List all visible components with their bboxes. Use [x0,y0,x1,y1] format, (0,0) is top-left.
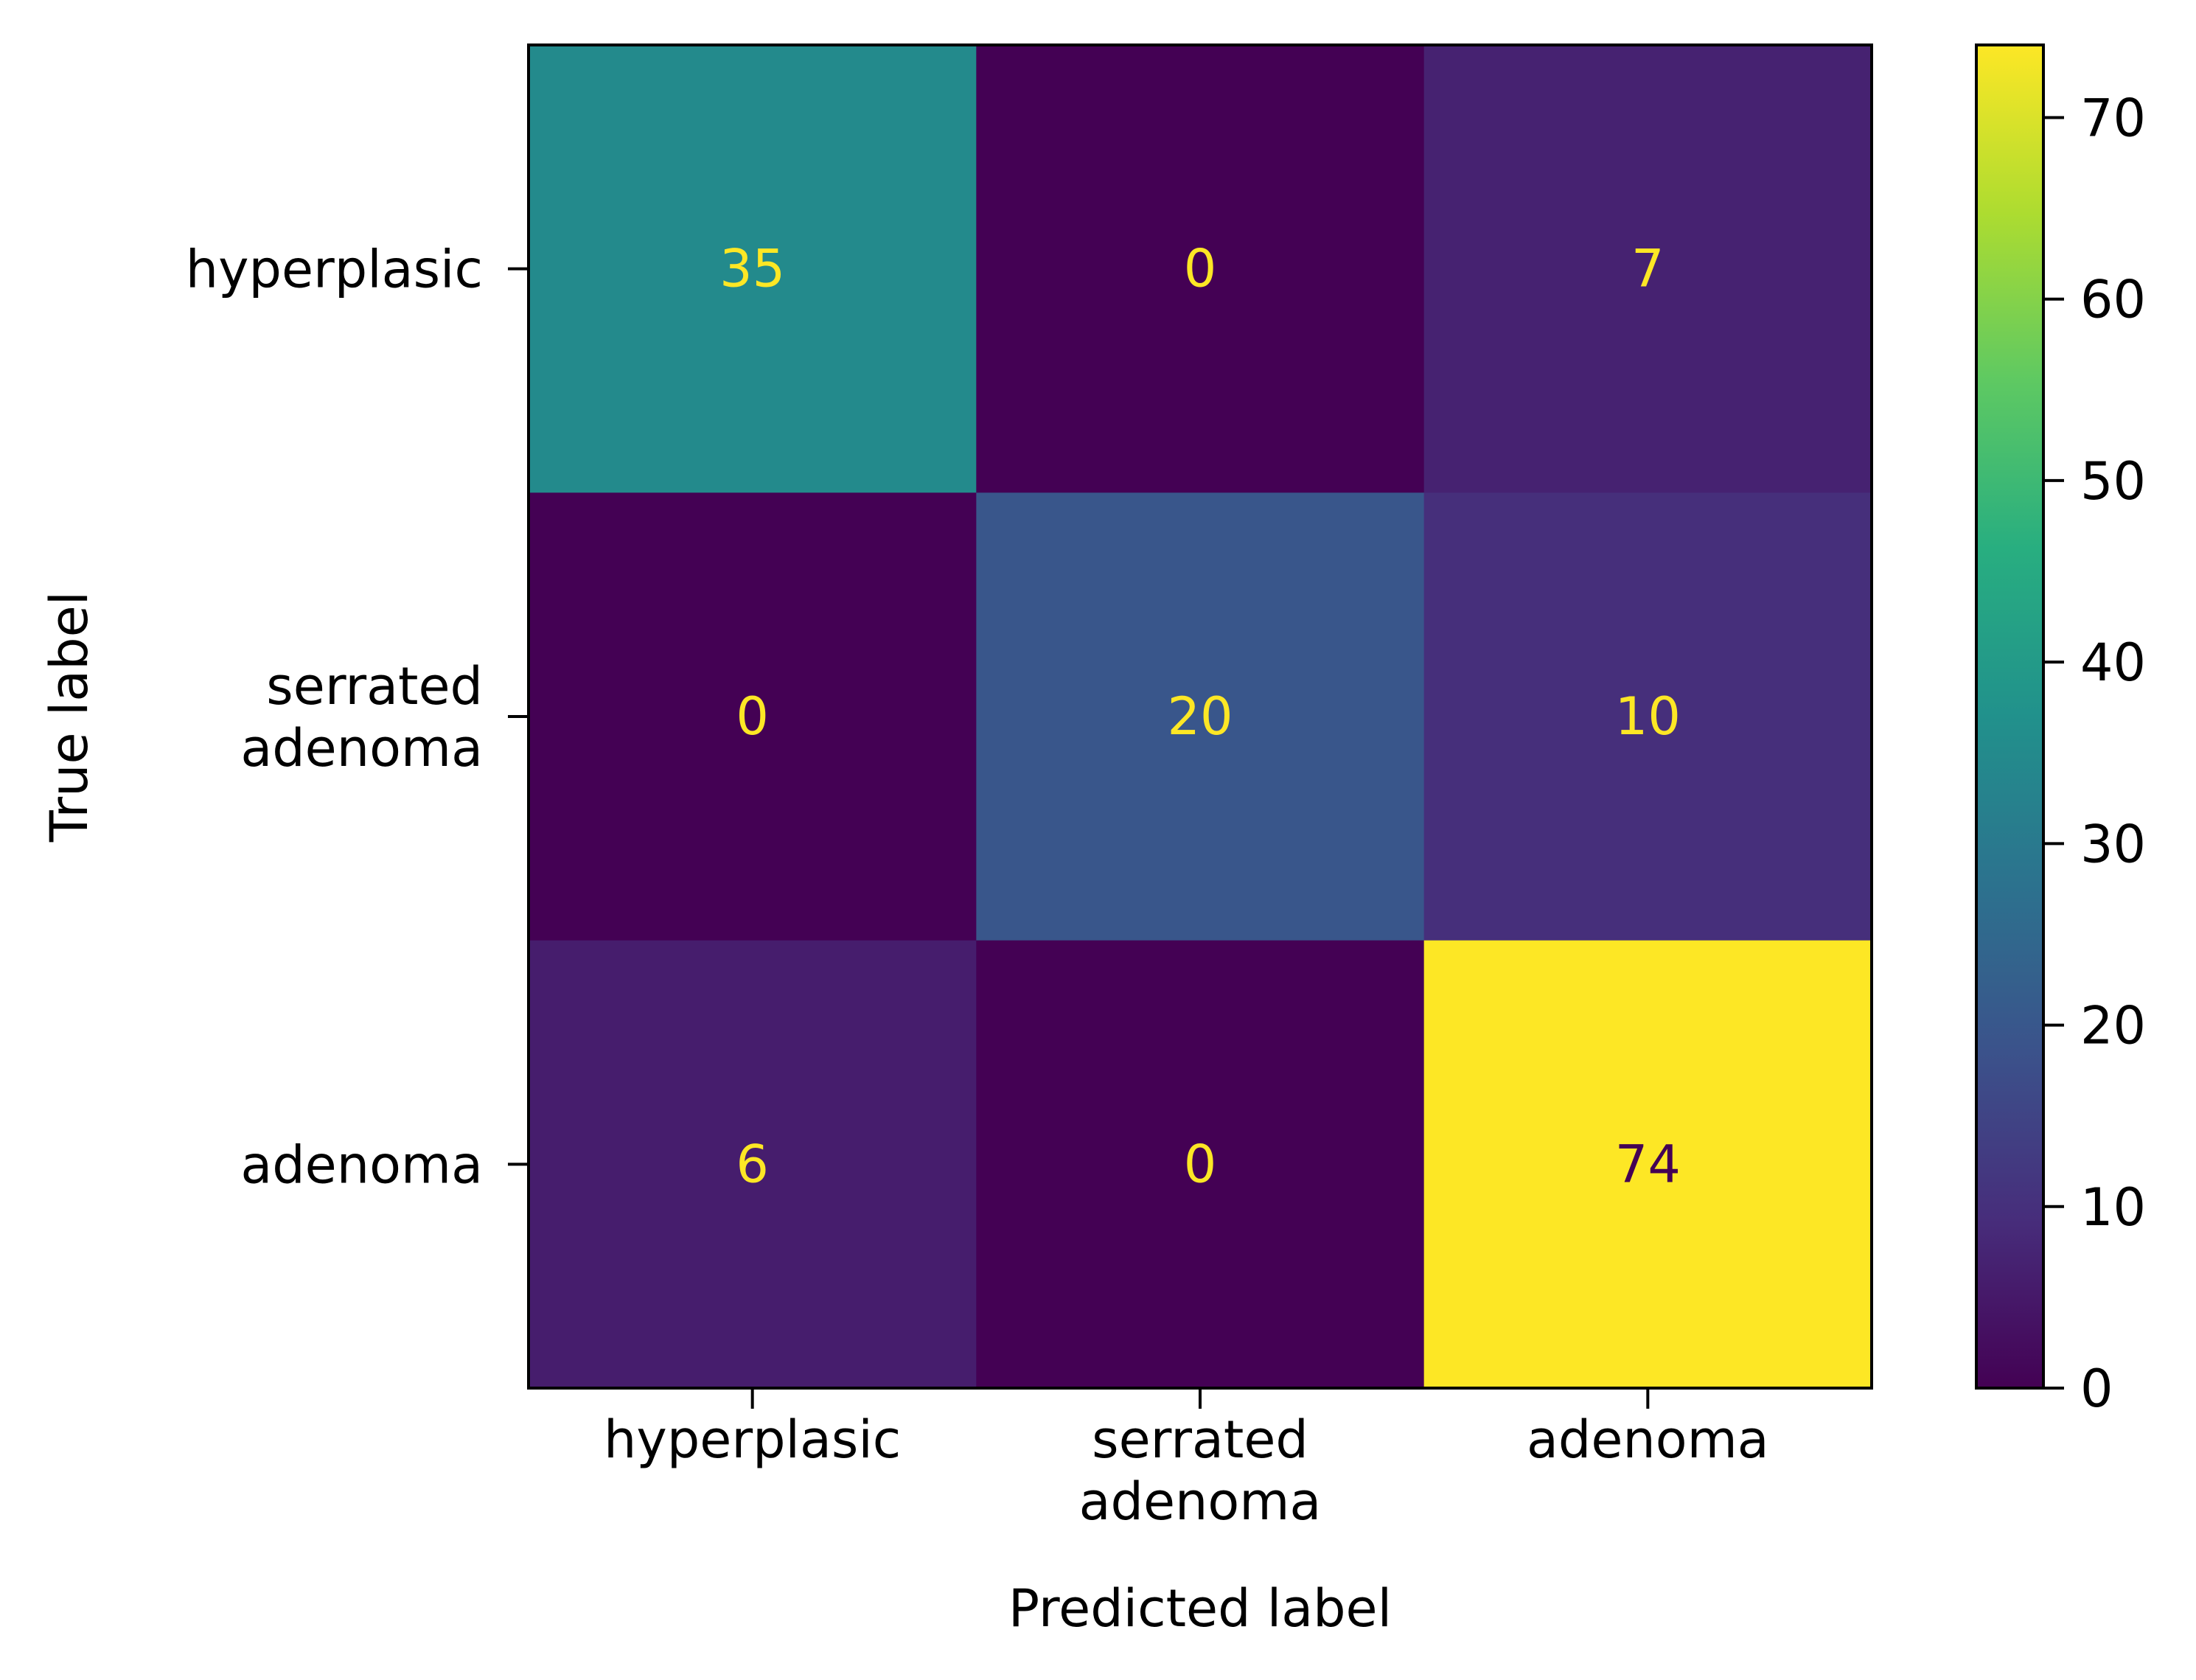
colorbar-ticks: 0 10 20 30 40 50 60 70 [2043,88,2146,1419]
x-tick-label: adenoma [1527,1409,1769,1470]
heatmap-cell-r2-c2 [1423,940,1872,1389]
heatmap-cells [529,45,1872,1389]
y-tick-label: serrated adenoma [240,656,483,778]
y-axis: hyperplasic serrated adenoma adenoma [186,240,529,1195]
colorbar-tick-label: 30 [2080,814,2146,874]
heatmap-cell-r1-c2 [1423,492,1872,941]
y-tick-label: hyperplasic [186,240,483,300]
cell-value-label-r0-c0: 35 [719,239,785,299]
x-axis: hyperplasic serrated adenoma adenoma [604,1388,1769,1532]
x-axis-title: Predicted label [1008,1578,1392,1639]
x-tick-label: serrated adenoma [1079,1409,1322,1532]
x-tick-label: hyperplasic [604,1409,901,1470]
cell-value-label-r1-c1: 20 [1167,686,1233,747]
y-tick-label: adenoma [240,1134,483,1195]
colorbar-tick-label: 50 [2080,451,2146,512]
heatmap-cell-r1-c0 [529,492,977,941]
y-axis-title: True label [39,591,100,843]
heatmap-cell-r0-c2 [1423,45,1872,493]
colorbar-tick-label: 10 [2080,1177,2146,1238]
heatmap-cell-r0-c0 [529,45,977,493]
cell-value-label-r0-c1: 0 [1184,239,1217,299]
cell-value-label-r2-c0: 6 [736,1134,769,1194]
cell-value-label-r2-c1: 0 [1184,1134,1217,1194]
colorbar-tick-label: 0 [2080,1359,2113,1419]
colorbar-tick-label: 20 [2080,996,2146,1056]
cell-value-label-r1-c2: 10 [1615,686,1681,747]
colorbar [1975,43,2045,1390]
heatmap-cell-r2-c1 [976,940,1425,1389]
heatmap-cell-r0-c1 [976,45,1425,493]
colorbar-tick-label: 60 [2080,270,2146,330]
colorbar-tick-label: 70 [2080,88,2146,148]
cell-value-label-r0-c2: 7 [1631,239,1665,299]
heatmap-cell-r2-c0 [529,940,977,1389]
heatmap-cell-labels: 35 0 7 0 20 10 6 0 74 [719,239,1681,1195]
cell-value-label-r1-c0: 0 [736,686,769,747]
heatmap-cell-r1-c1 [976,492,1425,941]
cell-value-label-r2-c2: 74 [1615,1134,1681,1194]
colorbar-tick-label: 40 [2080,632,2146,693]
